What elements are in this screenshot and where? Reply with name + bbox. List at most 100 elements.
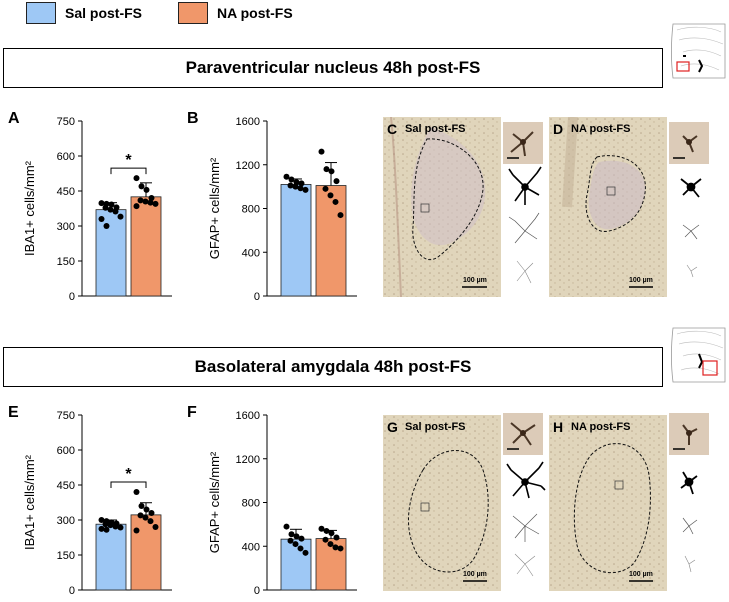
tissue-texture-c [383, 117, 501, 297]
scale-bar-label-c: 100 µm [463, 277, 487, 284]
y-tick-label: 450 [57, 480, 75, 492]
data-point [117, 524, 124, 531]
micrograph-label-g: Sal post-FS [405, 421, 466, 433]
bar-sal [95, 523, 127, 591]
bar-sal [280, 538, 312, 591]
data-point [298, 180, 305, 187]
y-tick-label: 600 [57, 445, 75, 457]
data-point [298, 535, 305, 542]
data-point [143, 186, 150, 193]
y-axis-label: IBA1+ cells/mm² [22, 454, 37, 550]
data-point [327, 541, 334, 548]
data-point [138, 503, 145, 509]
panel-letter-e: E [8, 404, 19, 421]
data-point [137, 197, 144, 204]
panel-letter-a: A [8, 110, 20, 127]
micrograph-c: C Sal post-FS 100 µm [383, 117, 501, 297]
section-title-bla: Basolateral amygdala 48h post-FS [3, 347, 663, 387]
data-point [98, 216, 105, 222]
tissue-texture-d [549, 117, 667, 297]
data-point [133, 203, 140, 210]
data-point [107, 522, 114, 529]
tissue-texture-h [549, 415, 667, 591]
y-tick-label: 1200 [236, 160, 260, 172]
zoom-inset-h [669, 413, 709, 455]
panel-letter-c: C [387, 121, 398, 137]
panel-letter-b: B [187, 110, 199, 127]
data-point [322, 536, 329, 543]
data-point [102, 521, 109, 528]
data-point [133, 175, 140, 182]
zoom-inset-d [669, 122, 709, 164]
bar-sal [280, 184, 312, 297]
scale-bar-label-d: 100 µm [629, 277, 653, 284]
y-tick-label: 400 [242, 247, 260, 259]
panel-letter-g: G [387, 419, 398, 435]
data-point [328, 530, 335, 537]
scale-bar-label-h: 100 µm [629, 571, 653, 578]
y-tick-label: 1600 [236, 116, 260, 128]
data-point [318, 525, 325, 532]
data-point [103, 223, 110, 229]
panel-letter-h: H [553, 419, 564, 435]
data-point [147, 518, 154, 525]
data-point [333, 178, 340, 185]
data-point [143, 506, 150, 513]
data-point [328, 168, 335, 175]
data-point [148, 195, 155, 201]
data-point [333, 534, 340, 541]
y-tick-label: 0 [254, 291, 260, 303]
legend-swatch-sal [26, 2, 56, 24]
data-point [283, 173, 290, 180]
y-tick-label: 450 [57, 186, 75, 198]
data-point [288, 531, 295, 538]
y-tick-label: 150 [57, 550, 75, 562]
data-point [297, 185, 304, 192]
data-point [107, 206, 114, 213]
scale-bar-label-g: 100 µm [463, 571, 487, 578]
micrograph-label-c: Sal post-FS [405, 123, 466, 135]
section-title-pvn: Paraventricular nucleus 48h post-FS [3, 48, 663, 88]
data-point [292, 541, 299, 548]
legend-swatch-na [178, 2, 208, 24]
y-tick-label: 800 [242, 204, 260, 216]
panel-letter-f: F [187, 404, 197, 421]
legend-label-na: NA post-FS [217, 5, 293, 21]
zoom-inset-c [503, 122, 543, 164]
y-tick-label: 0 [69, 585, 75, 597]
y-tick-label: 750 [57, 410, 75, 422]
bar-sal [95, 209, 127, 297]
data-point [152, 200, 159, 207]
chart-panel-e: 0 150 300 450 600 750 IBA1+ cells/mm² * [22, 410, 172, 597]
data-point [288, 176, 295, 183]
cell-reconstructions-g [506, 461, 546, 577]
y-tick-label: 0 [69, 291, 75, 303]
data-point [108, 201, 115, 208]
data-point [142, 198, 149, 205]
y-axis-label: IBA1+ cells/mm² [22, 160, 37, 256]
data-point [148, 510, 155, 516]
cell-reconstructions-h [680, 471, 698, 573]
data-point [318, 148, 325, 155]
data-point [152, 524, 159, 530]
bar-na [130, 196, 162, 297]
y-tick-label: 400 [242, 541, 260, 553]
data-point [133, 527, 140, 534]
data-point [323, 527, 330, 534]
data-point [302, 549, 309, 556]
micrograph-h: H NA post-FS 100 µm [549, 415, 667, 591]
y-tick-label: 0 [254, 585, 260, 597]
micrograph-label-d: NA post-FS [571, 123, 631, 135]
data-point [332, 544, 339, 551]
chart-panel-b: 0 400 800 1200 1600 GFAP+ cells/mm² [207, 116, 357, 303]
y-tick-label: 1600 [236, 410, 260, 422]
data-point [323, 166, 330, 173]
data-point [112, 523, 119, 530]
legend-label-sal: Sal post-FS [65, 5, 143, 21]
y-tick-label: 800 [242, 498, 260, 510]
y-axis-label: GFAP+ cells/mm² [207, 157, 222, 259]
panel-letter-d: D [553, 121, 564, 137]
data-point [98, 525, 105, 532]
data-point [117, 213, 124, 220]
data-point [287, 537, 294, 544]
